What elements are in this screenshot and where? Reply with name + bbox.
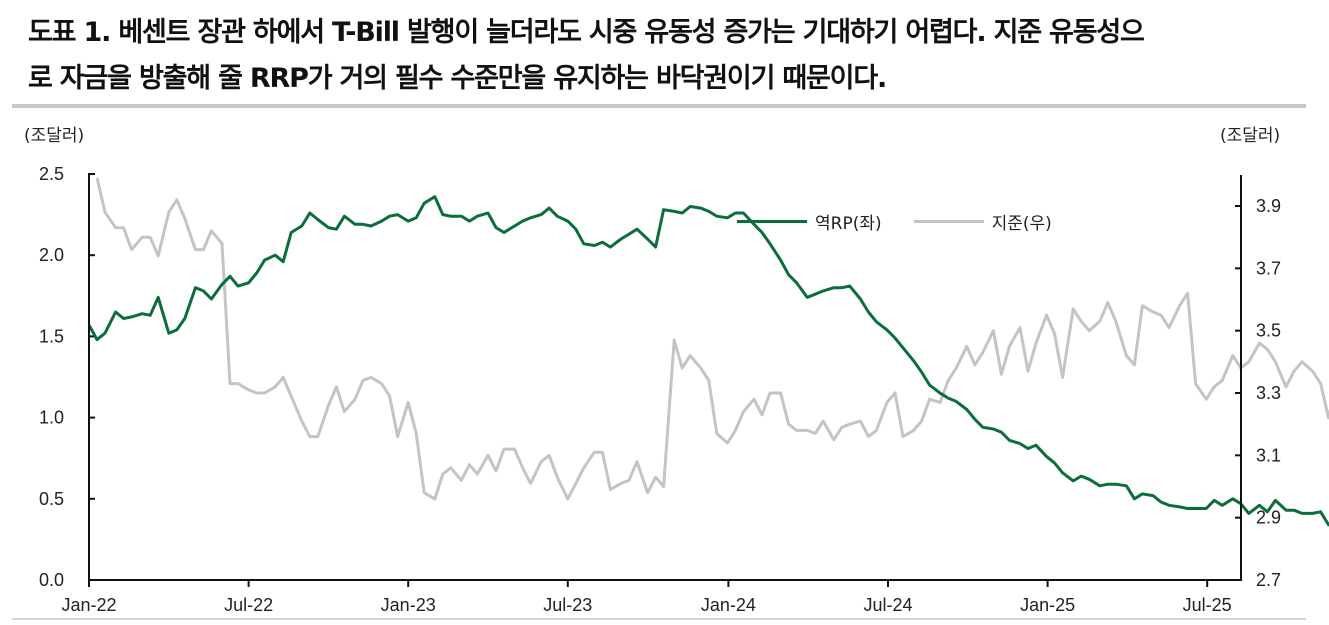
right-tick-label: 3.5 <box>1256 321 1281 341</box>
x-tick-label: Jan-23 <box>381 595 436 615</box>
x-tick-label: Jul-25 <box>1183 595 1232 615</box>
chart-title-line2: 로 자금을 방출해 줄 RRP가 거의 필수 수준만을 유지하는 바닥권이기 때… <box>28 63 887 94</box>
legend-swatch-reserves <box>913 220 984 223</box>
x-tick-label: Jan-24 <box>701 595 756 615</box>
left-tick-label: 0.0 <box>39 570 64 590</box>
legend: 역RP(좌) 지준(우) <box>737 209 1084 234</box>
left-tick-label: 2.5 <box>39 164 64 184</box>
right-tick-label: 2.7 <box>1256 570 1281 590</box>
left-axis-unit: (조달러) <box>24 126 85 146</box>
x-tick-label: Jul-24 <box>863 595 912 615</box>
right-tick-label: 3.3 <box>1256 383 1281 403</box>
legend-swatch-rrp <box>737 220 807 223</box>
legend-item-rrp: 역RP(좌) <box>737 209 882 234</box>
x-tick-label: Jan-25 <box>1020 595 1075 615</box>
right-tick-label: 2.9 <box>1256 508 1281 528</box>
x-tick-label: Jul-22 <box>224 595 273 615</box>
chart-title-line1: 도표 1. 베센트 장관 하에서 T-Bill 발행이 늘더라도 시중 유동성 … <box>28 17 1145 48</box>
right-tick-label: 3.9 <box>1256 196 1281 216</box>
legend-label-reserves: 지준(우) <box>991 214 1052 234</box>
reserves-line <box>95 177 1329 501</box>
right-axis-unit: (조달러) <box>1220 126 1281 146</box>
x-tick-label: Jan-22 <box>61 595 116 615</box>
chart-title: 도표 1. 베센트 장관 하에서 T-Bill 발행이 늘더라도 시중 유동성 … <box>28 10 1318 102</box>
x-axis: Jan-22 Jul-22 Jan-23 Jul-23 Jan-24 Jul-24 Jan-… <box>61 580 1232 615</box>
legend-label-rrp: 역RP(좌) <box>815 214 882 234</box>
left-tick-label: 0.5 <box>39 489 64 509</box>
right-tick-label: 3.1 <box>1256 445 1281 465</box>
left-tick-label: 1.0 <box>39 408 64 428</box>
left-tick-label: 2.0 <box>39 245 64 265</box>
bottom-divider <box>12 618 1306 620</box>
right-tick-label: 3.7 <box>1256 258 1281 278</box>
right-y-axis: 2.7 2.9 3.1 3.3 3.5 3.7 3.9 <box>1235 196 1281 590</box>
x-tick-label: Jul-23 <box>543 595 592 615</box>
rrp-line <box>87 195 1329 527</box>
left-y-axis: 0.0 0.5 1.0 1.5 2.0 2.5 <box>39 164 95 590</box>
legend-item-reserves: 지준(우) <box>913 209 1052 234</box>
left-tick-label: 1.5 <box>39 326 64 346</box>
title-divider <box>12 104 1306 108</box>
